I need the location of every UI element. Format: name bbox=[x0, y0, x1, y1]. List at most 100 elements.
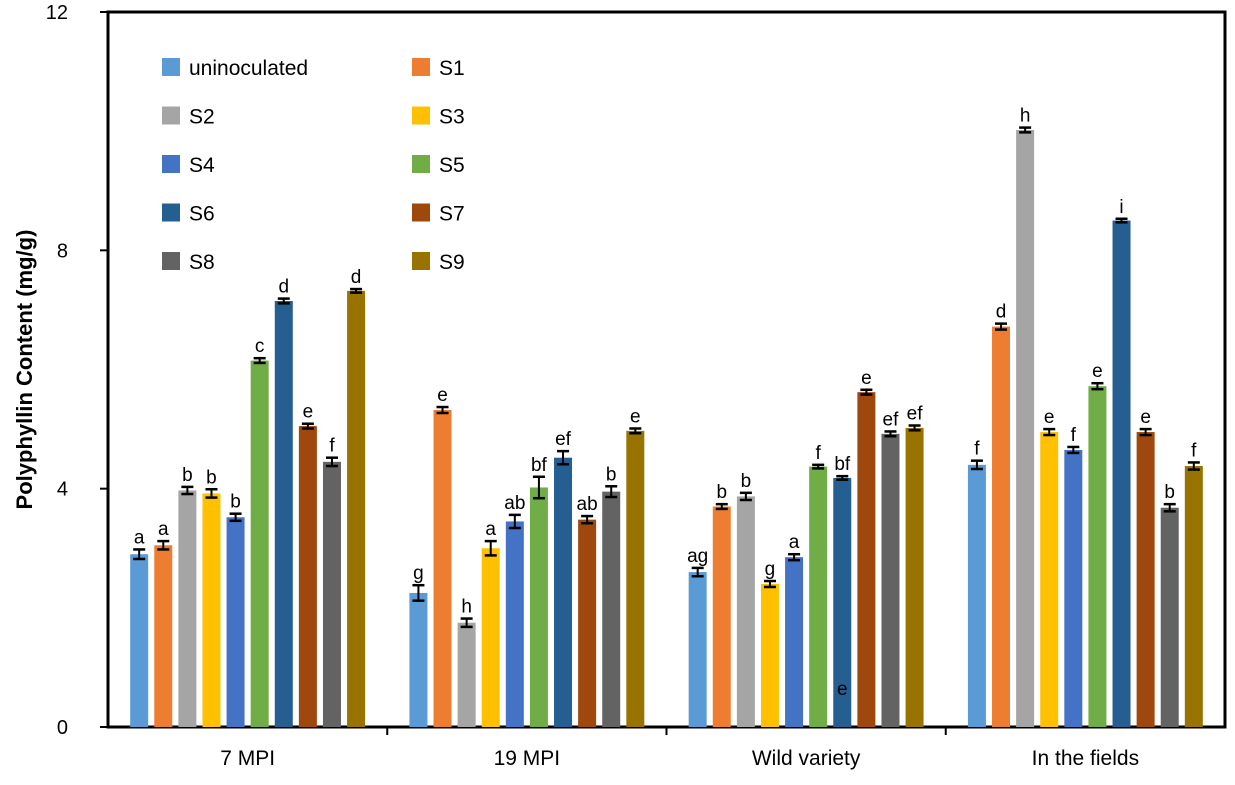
significance-label: e bbox=[1044, 407, 1055, 428]
significance-label: f bbox=[1191, 440, 1197, 461]
bar-s9 bbox=[1184, 466, 1203, 727]
legend-swatch bbox=[412, 155, 430, 173]
x-category-label: Wild variety bbox=[752, 747, 861, 770]
significance-label: e bbox=[1092, 361, 1103, 382]
bar-uninoculated bbox=[688, 572, 707, 727]
legend-swatch bbox=[162, 252, 180, 270]
bar-uninoculated bbox=[967, 464, 986, 727]
bar-s1 bbox=[992, 326, 1011, 727]
significance-label: b bbox=[606, 464, 617, 485]
legend-swatch bbox=[162, 155, 180, 173]
significance-label: g bbox=[413, 563, 424, 584]
bar-s5 bbox=[250, 360, 269, 727]
significance-label: ef bbox=[907, 404, 924, 425]
bar-s2 bbox=[457, 622, 476, 727]
bar-s3 bbox=[481, 548, 500, 727]
significance-label: ef bbox=[883, 409, 900, 430]
bar-s6 bbox=[1112, 220, 1131, 727]
x-category-label: 7 MPI bbox=[220, 747, 275, 770]
legend-swatch bbox=[162, 203, 180, 222]
bar-s5 bbox=[809, 466, 828, 727]
legend-label: S2 bbox=[189, 106, 215, 129]
legend-label: S6 bbox=[189, 203, 215, 226]
y-tick-label: 0 bbox=[57, 717, 68, 739]
x-category-label: In the fields bbox=[1032, 747, 1139, 770]
bar-s5 bbox=[529, 487, 548, 727]
significance-label: ag bbox=[687, 546, 708, 567]
bar-s4 bbox=[505, 521, 524, 727]
bar-s6 bbox=[274, 300, 293, 727]
significance-label: b bbox=[716, 482, 727, 503]
significance-label: a bbox=[789, 532, 800, 553]
bar-s1 bbox=[433, 410, 452, 727]
significance-label: a bbox=[134, 527, 145, 548]
legend-label: S5 bbox=[439, 154, 465, 177]
bar-s4 bbox=[226, 517, 245, 727]
legend-label: S3 bbox=[439, 106, 465, 129]
significance-label: c bbox=[255, 336, 265, 357]
bar-s6 bbox=[833, 477, 852, 727]
bar-s1 bbox=[154, 545, 173, 727]
bar-uninoculated bbox=[130, 554, 149, 727]
legend-label: S1 bbox=[439, 57, 465, 80]
legend-label: S7 bbox=[439, 203, 465, 226]
significance-label: b bbox=[230, 492, 241, 513]
significance-label: e bbox=[861, 368, 872, 389]
bar-s2 bbox=[736, 496, 755, 727]
bar-s7 bbox=[857, 392, 876, 727]
significance-label: e bbox=[630, 406, 641, 427]
bar-s8 bbox=[881, 433, 900, 727]
significance-label: i bbox=[1119, 197, 1123, 218]
bar-uninoculated bbox=[409, 592, 428, 727]
legend-label: S4 bbox=[189, 154, 215, 177]
bar-s5 bbox=[1088, 386, 1107, 727]
legend-swatch bbox=[162, 58, 180, 76]
bar-s7 bbox=[1136, 432, 1155, 727]
significance-label: bf bbox=[834, 454, 851, 475]
bar-s9 bbox=[626, 430, 645, 727]
bar-s9 bbox=[347, 290, 366, 727]
legend-swatch bbox=[412, 106, 430, 125]
significance-label: b bbox=[206, 467, 217, 488]
significance-label: h bbox=[461, 597, 472, 618]
bar-s9 bbox=[905, 427, 924, 727]
bar-s6 bbox=[554, 457, 573, 727]
significance-label: ab bbox=[577, 494, 598, 515]
significance-label: b bbox=[1164, 482, 1175, 503]
significance-label: a bbox=[485, 519, 496, 540]
significance-label: d bbox=[278, 277, 289, 298]
significance-label: a bbox=[158, 519, 169, 540]
significance-label: e bbox=[1140, 407, 1151, 428]
bar-s8 bbox=[1160, 507, 1179, 727]
significance-label: f bbox=[974, 439, 980, 460]
significance-label: ef bbox=[555, 429, 572, 450]
legend-swatch bbox=[412, 252, 430, 270]
significance-label: ab bbox=[504, 493, 525, 514]
significance-label: bf bbox=[531, 455, 548, 476]
significance-label: d bbox=[996, 302, 1007, 323]
legend-swatch bbox=[412, 58, 430, 76]
significance-label: b bbox=[182, 465, 193, 486]
bar-s2 bbox=[1016, 129, 1035, 728]
bar-s1 bbox=[712, 506, 731, 727]
bar-s8 bbox=[322, 461, 341, 727]
bar-s4 bbox=[785, 557, 804, 727]
significance-label: b bbox=[741, 471, 752, 492]
significance-label: g bbox=[765, 559, 776, 580]
legend-label: S9 bbox=[439, 251, 465, 274]
x-category-label: 19 MPI bbox=[494, 747, 561, 770]
bar-s4 bbox=[1064, 449, 1083, 727]
significance-label: h bbox=[1020, 106, 1031, 127]
significance-label: f bbox=[816, 443, 822, 464]
y-tick-label: 8 bbox=[57, 240, 68, 262]
legend-swatch bbox=[162, 106, 180, 125]
bar-annotation: e bbox=[837, 679, 848, 700]
bar-s8 bbox=[602, 491, 621, 727]
bar-s2 bbox=[178, 490, 197, 727]
significance-label: e bbox=[303, 402, 314, 423]
legend-label: uninoculated bbox=[189, 57, 308, 80]
legend-label: S8 bbox=[189, 251, 215, 274]
significance-label: f bbox=[329, 436, 335, 457]
